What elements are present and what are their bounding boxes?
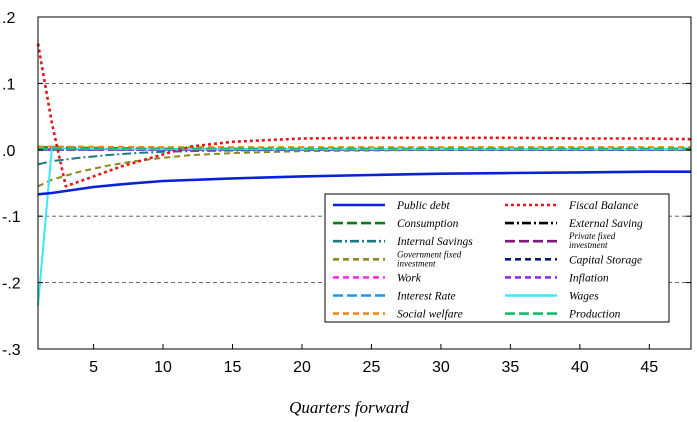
y-tick-label: .1	[2, 76, 15, 93]
legend-label-fiscal-balance: Fiscal Balance	[568, 200, 638, 212]
legend-label-internal-savings: Internal Savings	[396, 236, 473, 248]
x-tick-label: 15	[224, 359, 242, 376]
legend-label-consumption: Consumption	[397, 218, 459, 230]
series-line-government-fixed-investment	[37, 148, 691, 188]
x-tick-label: 40	[571, 359, 589, 376]
legend-label-work: Work	[397, 272, 422, 284]
x-tick-label: 35	[501, 359, 519, 376]
y-tick-label: -.3	[2, 342, 21, 359]
legend-label-public-debt: Public debt	[396, 200, 450, 212]
y-axis: -.3 -.2 -.1 .0 .1 .2	[2, 10, 691, 359]
legend: Public debt Fiscal Balance Consumption Exte…	[324, 193, 670, 323]
legend-label-production: Production	[568, 309, 621, 321]
legend-label-government-fixed-investment: Government fixed investment	[397, 249, 462, 268]
y-tick-label: -.2	[2, 276, 21, 293]
x-tick-label: 5	[89, 359, 98, 376]
legend-label-interest-rate: Interest Rate	[396, 291, 456, 303]
x-axis-label: Quarters forward	[289, 398, 409, 417]
y-tick-label: .0	[2, 143, 15, 160]
x-tick-label: 25	[363, 359, 381, 376]
series-lines	[36, 43, 692, 306]
x-tick-label: 20	[293, 359, 311, 376]
legend-label-external-saving: External Saving	[568, 218, 643, 230]
y-tick-label: -.1	[2, 209, 21, 226]
legend-label-capital-storage: Capital Storage	[569, 254, 642, 266]
x-tick-label: 10	[154, 359, 172, 376]
x-tick-label: 45	[640, 359, 658, 376]
plot-frame	[37, 16, 692, 350]
legend-label-social-welfare: Social welfare	[397, 309, 463, 321]
y-tick-label: .2	[2, 10, 15, 27]
legend-label-private-fixed-investment: Private fixed investment	[568, 231, 616, 250]
series-line-fiscal-balance	[36, 43, 692, 188]
legend-label-inflation: Inflation	[568, 272, 609, 284]
x-axis: 5 10 15 20 25 30 35 40 45	[89, 344, 658, 376]
legend-label-wages: Wages	[569, 291, 599, 303]
legend-box	[324, 193, 670, 323]
series-line-public-debt	[37, 170, 691, 196]
x-tick-label: 30	[432, 359, 450, 376]
